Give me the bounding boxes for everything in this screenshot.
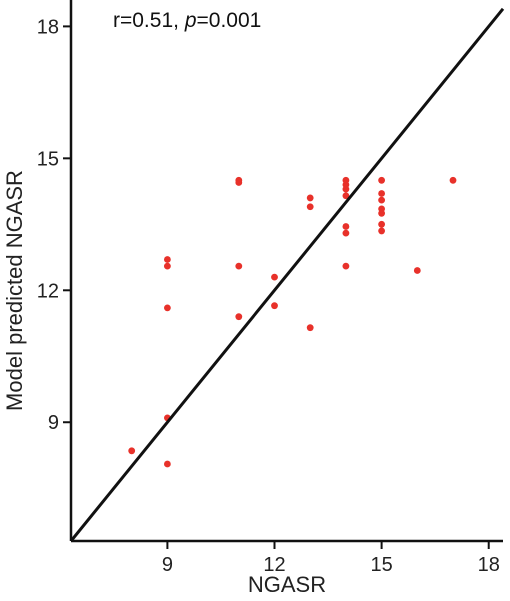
data-point bbox=[342, 223, 350, 230]
y-tick-label: 15 bbox=[37, 148, 59, 170]
p-value-text: =0.001 bbox=[197, 9, 262, 32]
y-tick-label: 9 bbox=[48, 412, 59, 434]
data-point bbox=[306, 324, 314, 332]
data-point bbox=[342, 262, 350, 270]
data-point bbox=[128, 447, 136, 455]
y-tick-label: 18 bbox=[37, 16, 59, 38]
x-axis-title: NGASR bbox=[248, 572, 326, 597]
x-tick-label: 9 bbox=[162, 554, 173, 576]
data-point bbox=[235, 313, 243, 321]
data-point bbox=[342, 229, 350, 237]
x-ticks: 9 12 15 18 bbox=[162, 541, 500, 576]
x-tick-label: 12 bbox=[263, 554, 285, 576]
data-point bbox=[378, 227, 386, 235]
correlation-annotation: r=0.51, p=0.001 bbox=[113, 9, 261, 32]
data-point bbox=[163, 262, 171, 270]
data-point bbox=[235, 262, 243, 270]
data-point bbox=[306, 203, 314, 211]
y-ticks: 9 12 15 18 bbox=[37, 16, 71, 434]
data-point bbox=[163, 304, 171, 312]
data-point bbox=[235, 176, 243, 184]
data-point bbox=[271, 273, 278, 281]
data-point bbox=[378, 220, 386, 228]
data-point bbox=[378, 176, 386, 184]
data-point bbox=[378, 196, 386, 204]
r-value-text: r=0.51, bbox=[113, 9, 185, 32]
data-point bbox=[163, 460, 171, 468]
identity-line bbox=[69, 7, 505, 542]
data-point bbox=[163, 256, 171, 263]
data-point bbox=[342, 176, 350, 184]
data-point bbox=[306, 194, 314, 202]
data-point bbox=[449, 176, 457, 184]
data-point bbox=[342, 192, 350, 200]
y-axis-title: Model predicted NGASR bbox=[2, 170, 27, 411]
data-point bbox=[378, 190, 386, 197]
data-point bbox=[271, 302, 278, 310]
data-point bbox=[378, 205, 386, 213]
y-tick-label: 12 bbox=[37, 280, 59, 302]
data-point bbox=[413, 267, 421, 274]
points-layer bbox=[128, 176, 457, 468]
x-tick-label: 15 bbox=[370, 554, 392, 576]
x-tick-label: 18 bbox=[478, 554, 500, 576]
p-symbol-text: p bbox=[184, 9, 197, 32]
